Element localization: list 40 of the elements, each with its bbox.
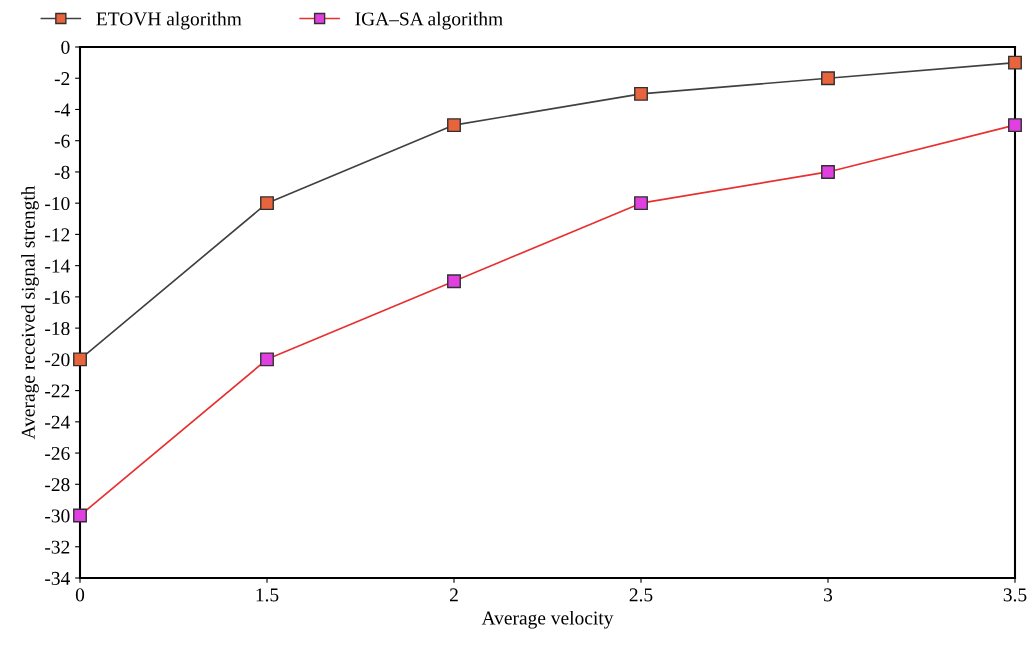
point (1008, 55, 1022, 70)
y-tick-label: -2 (54, 72, 70, 85)
y-tick-label: -22 (45, 384, 70, 398)
point (260, 196, 274, 211)
y-tick-label: -30 (45, 509, 70, 523)
point (447, 118, 461, 133)
point (634, 86, 648, 101)
point (821, 164, 835, 179)
point (73, 352, 87, 367)
x-tick-label: 2 (449, 588, 458, 602)
point (73, 508, 87, 523)
y-tick-label: -26 (45, 446, 70, 460)
y-tick-label: -12 (45, 228, 70, 242)
x-tick-label: 3.5 (1003, 588, 1027, 602)
y-tick-label: -14 (45, 259, 70, 273)
y-tick-label: -6 (54, 134, 70, 148)
x-tick-label: 0 (75, 588, 85, 602)
point (260, 352, 274, 367)
legend-label: ETOVH algorithm (96, 11, 242, 30)
point (1008, 118, 1022, 133)
point (634, 196, 648, 211)
y-tick-label: -8 (54, 165, 70, 179)
y-tick-label: -18 (45, 321, 70, 336)
y-tick-label: -34 (45, 571, 70, 585)
point (821, 71, 835, 86)
x-tick-label: 3 (824, 588, 833, 602)
x-axis-title: Average velocity (481, 610, 614, 629)
point (447, 274, 461, 289)
legend-label: IGA–SA algorithm (355, 11, 503, 30)
y-tick-label: -24 (45, 415, 70, 429)
x-tick-label: 1.5 (256, 588, 279, 602)
y-tick-label: -20 (45, 353, 70, 367)
y-tick-label: -16 (45, 290, 70, 304)
y-tick-label: -28 (45, 478, 70, 492)
y-tick-label: -4 (54, 103, 70, 117)
y-tick-label: -32 (45, 540, 70, 554)
x-tick-label: 2.5 (629, 588, 653, 602)
y-tick-label: 0 (61, 40, 70, 54)
y-axis-title: Average received signal strength (21, 185, 39, 440)
y-tick-label: -10 (45, 196, 70, 211)
